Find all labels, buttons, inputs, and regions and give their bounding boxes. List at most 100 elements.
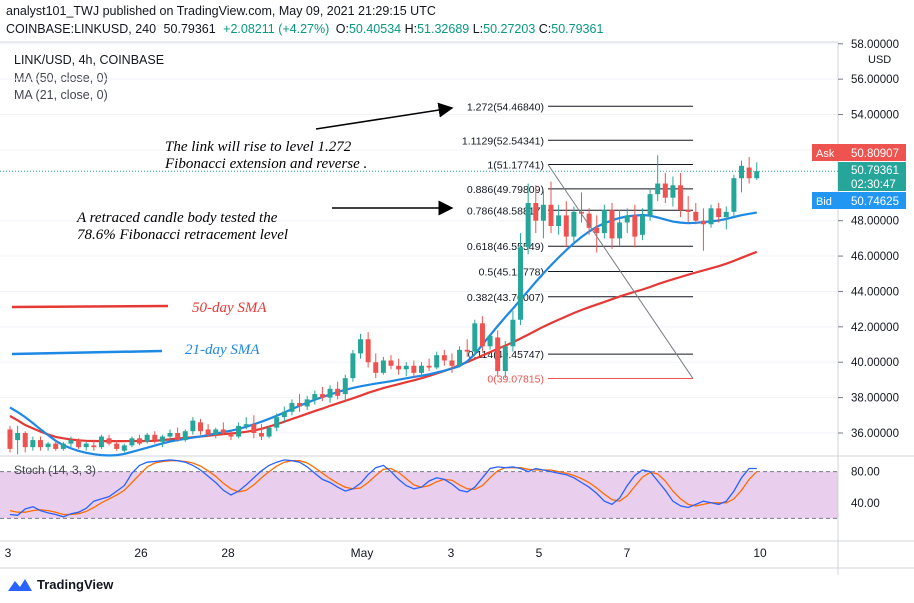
candle — [312, 390, 318, 405]
candle-body — [441, 355, 447, 361]
y-tick-label: 44.00000 — [851, 286, 899, 298]
candle — [601, 204, 607, 239]
candle — [266, 425, 272, 439]
currency-label: USD — [868, 54, 891, 66]
ma50-line — [9, 250, 758, 443]
candle-body — [571, 211, 577, 237]
candle-body — [22, 433, 28, 448]
x-tick-label: 28 — [221, 546, 235, 560]
candle-body — [365, 339, 371, 363]
candle-body — [579, 211, 584, 214]
candle — [586, 208, 592, 235]
fib-level-label: 0.618(46.55549) — [467, 241, 544, 253]
retrace-annotation-line1: A retraced candle body tested the — [76, 210, 278, 226]
candle-body — [716, 208, 722, 218]
candle — [121, 443, 127, 453]
fib-level-label: 0.786(48.58817) — [467, 205, 544, 217]
candle — [449, 353, 455, 373]
fib-level-label: 0.886(49.79809) — [467, 184, 544, 196]
y-tick-label: 36.00000 — [851, 428, 899, 440]
candle-body — [639, 215, 645, 235]
candle-body — [7, 429, 13, 449]
candle — [655, 155, 661, 202]
candle — [396, 358, 402, 375]
candle-body — [68, 440, 74, 444]
candle-body — [472, 323, 478, 352]
ohlc-open: O:50.40534 — [335, 22, 402, 36]
candle-body — [220, 429, 226, 433]
candle — [594, 215, 600, 253]
sma50-annotation: 50-day SMA — [192, 300, 267, 316]
x-tick-label: 26 — [134, 546, 148, 560]
ask-price: 50.80907 — [851, 148, 899, 160]
candle — [342, 374, 348, 402]
candle — [60, 441, 66, 451]
candle — [639, 208, 645, 241]
candle-body — [266, 427, 272, 437]
candle-body — [213, 429, 219, 435]
candle — [228, 431, 234, 441]
ma21-line — [9, 211, 757, 457]
candle-body — [205, 429, 211, 435]
candle-body — [678, 185, 684, 211]
candle-body — [464, 349, 470, 352]
candle — [723, 206, 729, 230]
candle-body — [518, 247, 524, 320]
candle — [327, 385, 333, 403]
candle-body — [647, 194, 653, 216]
y-tick-label: 58.00000 — [851, 39, 899, 51]
candle-body — [495, 337, 501, 372]
candle — [693, 203, 699, 225]
stoch-band — [0, 471, 838, 519]
candle — [533, 185, 539, 234]
candle — [319, 387, 325, 402]
ask-label: Ask — [816, 148, 835, 160]
candle-body — [335, 388, 341, 396]
last-price-value: 50.79361 — [851, 165, 899, 177]
candle-body — [533, 203, 539, 221]
sma50-legend-line — [11, 304, 169, 309]
candle-body — [98, 436, 104, 448]
sma21-legend-line — [11, 349, 163, 356]
candle-body — [700, 220, 706, 225]
candle-body — [746, 167, 752, 179]
candle — [441, 349, 447, 366]
candle — [388, 355, 394, 370]
candle-body — [350, 353, 356, 379]
candle — [487, 333, 493, 350]
tradingview-logo-icon — [8, 578, 32, 591]
price-chart[interactable]: 3 26 28 May 3 5 7 10 1.272(54.46840) 1.1129(52.5… — [0, 0, 914, 575]
candle-body — [510, 319, 516, 347]
candle — [297, 394, 303, 412]
stoch-label: Stoch (14, 3, 3) — [14, 463, 96, 477]
candle-body — [114, 443, 120, 449]
bid-tag — [812, 192, 838, 209]
candle — [91, 440, 97, 451]
candle-body — [670, 185, 676, 198]
candle-body — [617, 222, 623, 239]
candle — [205, 424, 211, 437]
candle-body — [37, 440, 43, 448]
candle-body — [693, 211, 699, 221]
rise-annotation-line2: Fibonacci extension and reverse . — [164, 156, 367, 172]
candle — [411, 360, 417, 379]
ask-price-box — [838, 144, 906, 161]
x-tick-label: 7 — [624, 546, 631, 560]
candle-body — [403, 365, 409, 370]
candle-body — [144, 434, 150, 442]
fib-level-label: 0(39.07815) — [487, 374, 544, 386]
candle-body — [304, 399, 310, 407]
candle-body — [91, 445, 97, 448]
candle — [37, 436, 43, 451]
candle — [632, 204, 638, 248]
stoch-tick-label: 40.00 — [851, 498, 880, 510]
candle-body — [601, 210, 607, 234]
candle — [556, 204, 562, 235]
bid-price: 50.74625 — [851, 196, 899, 208]
candle-body — [236, 425, 242, 437]
candle-body — [548, 204, 554, 226]
candle-body — [502, 346, 508, 372]
stoch-tick-label: 80.00 — [851, 467, 880, 479]
candle-body — [434, 355, 440, 368]
candle-body — [198, 422, 203, 432]
